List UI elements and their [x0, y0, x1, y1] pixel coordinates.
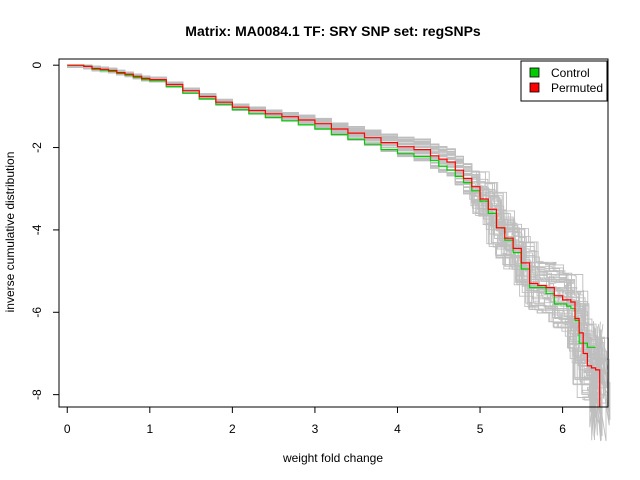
background-run-line	[67, 64, 609, 397]
x-tick-label: 2	[229, 422, 236, 436]
x-axis-label: weight fold change	[282, 451, 383, 465]
background-run-line	[67, 65, 601, 415]
x-tick-label: 1	[146, 422, 153, 436]
series-line-control	[67, 64, 596, 348]
y-tick-label: 0	[30, 62, 44, 69]
x-tick-label: 6	[559, 422, 566, 436]
background-run-line	[67, 64, 605, 381]
background-run-line	[67, 64, 600, 390]
y-axis-label: inverse cumulative distribution	[3, 152, 17, 313]
background-run-line	[67, 64, 605, 375]
background-run-line	[67, 64, 607, 388]
background-run-line	[67, 64, 610, 399]
legend-swatch-control	[529, 67, 540, 78]
legend-label-control: Control	[551, 66, 590, 80]
x-tick-label: 3	[312, 422, 319, 436]
series-line-permuted	[67, 64, 601, 407]
x-tick-label: 4	[394, 422, 401, 436]
background-run-line	[67, 64, 603, 402]
x-tick-label: 0	[64, 422, 71, 436]
plot-frame	[58, 58, 609, 408]
background-run-line	[67, 64, 606, 386]
y-tick-label: -4	[30, 224, 44, 235]
x-axis: 0 1 2 3 4 5 6	[64, 407, 566, 436]
background-run-line	[67, 66, 610, 426]
background-run-line	[67, 64, 601, 382]
legend-label-permuted: Permuted	[551, 81, 603, 95]
background-run-line	[67, 64, 604, 399]
background-permutation-runs	[67, 64, 611, 442]
background-run-line	[67, 64, 610, 397]
background-run-line	[67, 64, 609, 375]
x-tick-label: 5	[477, 422, 484, 436]
chart-title: Matrix: MA0084.1 TF: SRY SNP set: regSNP…	[185, 23, 481, 39]
background-run-line	[67, 64, 602, 376]
background-run-line	[67, 64, 605, 385]
legend: Control Permuted	[520, 60, 608, 102]
y-tick-label: -8	[30, 389, 44, 400]
legend-swatch-permuted	[529, 82, 540, 93]
background-run-line	[67, 64, 603, 384]
y-tick-label: -2	[30, 142, 44, 153]
series-layer	[67, 64, 601, 407]
background-run-line	[67, 65, 601, 412]
background-run-line	[67, 64, 604, 401]
y-tick-label: -6	[30, 307, 44, 318]
y-axis: 0 -2 -4 -6 -8	[30, 62, 59, 400]
background-run-line	[67, 67, 607, 441]
